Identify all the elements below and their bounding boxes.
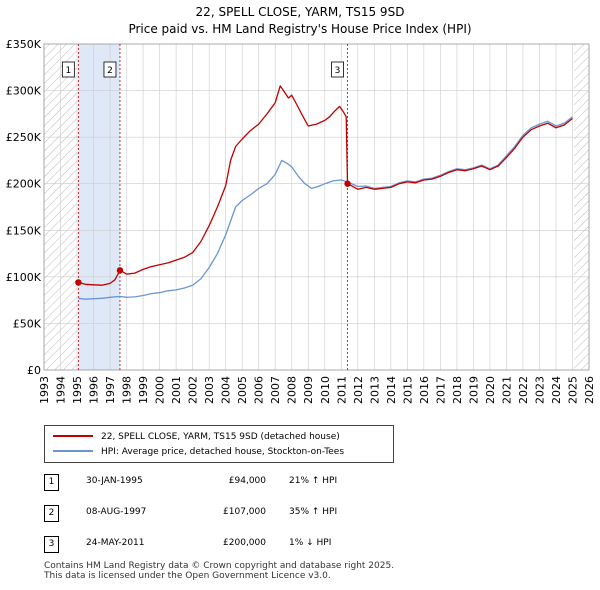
y-tick-label: £150K — [6, 224, 42, 237]
x-tick-label: 2024 — [550, 376, 563, 404]
x-tick-label: 2002 — [187, 376, 200, 404]
transaction-hpi-change: 1% ↓ HPI — [289, 538, 332, 548]
transaction-date: 24-MAY-2011 — [86, 538, 145, 548]
x-tick-label: 2004 — [220, 376, 233, 404]
property-line-swatch — [53, 434, 93, 437]
x-tick-label: 2021 — [500, 376, 513, 404]
hpi-line — [78, 116, 573, 300]
y-tick-label: £300K — [6, 85, 42, 98]
x-tick-label: 2011 — [335, 376, 348, 404]
y-tick-label: £250K — [6, 131, 42, 144]
property-price-line — [78, 85, 573, 286]
legend-property-label: 22, SPELL CLOSE, YARM, TS15 9SD (detache… — [101, 432, 340, 442]
y-tick-label: £100K — [6, 271, 42, 284]
transaction-number-badge: 1 — [44, 474, 59, 491]
title-address: 22, SPELL CLOSE, YARM, TS15 9SD — [195, 5, 405, 19]
hpi-line-swatch — [53, 449, 93, 452]
y-tick-label: £0 — [27, 364, 41, 377]
x-tick-label: 1999 — [137, 376, 150, 404]
chart-title: 22, SPELL CLOSE, YARM, TS15 9SD Price pa… — [0, 4, 600, 38]
x-tick-label: 2017 — [434, 376, 447, 404]
transaction-price: £94,000 — [228, 476, 266, 486]
sale-marker-label: 3 — [335, 66, 341, 76]
transaction-date: 30-JAN-1995 — [86, 476, 143, 486]
y-tick-label: £50K — [13, 317, 42, 330]
x-tick-label: 1995 — [71, 376, 84, 404]
x-tick-label: 2013 — [368, 376, 381, 404]
legend-item-property: 22, SPELL CLOSE, YARM, TS15 9SD (detache… — [53, 430, 340, 444]
price-chart: £0 £50K £100K £150K £200K £250K £300K £350K 1993… — [6, 38, 596, 404]
x-tick-label: 2014 — [385, 376, 398, 404]
y-tick-label: £350K — [6, 38, 42, 51]
title-subtitle: Price paid vs. HM Land Registry's House … — [128, 22, 472, 36]
footer-copyright: Contains HM Land Registry data © Crown c… — [44, 561, 395, 571]
sale-point — [75, 279, 82, 286]
x-tick-label: 2019 — [467, 376, 480, 404]
transaction-price: £200,000 — [223, 538, 266, 548]
x-tick-label: 2020 — [484, 376, 497, 404]
sale-marker-box — [103, 61, 117, 78]
x-tick-label: 2015 — [401, 376, 414, 404]
x-tick-label: 1994 — [55, 376, 68, 404]
x-tick-label: 1993 — [38, 376, 51, 404]
x-tick-label: 1996 — [88, 376, 101, 404]
sale-marker-box — [331, 61, 344, 78]
sale-point — [344, 180, 351, 187]
x-tick-label: 2023 — [533, 376, 546, 404]
x-tick-label: 2025 — [566, 376, 579, 404]
sale-marker-box — [61, 61, 75, 78]
chart-legend: 22, SPELL CLOSE, YARM, TS15 9SD (detache… — [44, 425, 394, 463]
sale-marker-label: 2 — [107, 66, 113, 76]
sale-marker-label: 1 — [65, 66, 71, 76]
y-tick-label: £200K — [6, 178, 42, 191]
x-tick-label: 2000 — [154, 376, 167, 404]
sale-point — [116, 267, 124, 274]
x-tick-label: 2009 — [302, 376, 315, 404]
x-tick-label: 2012 — [352, 376, 365, 404]
legend-hpi-label: HPI: Average price, detached house, Stoc… — [101, 447, 345, 457]
x-tick-label: 2003 — [203, 376, 216, 404]
transaction-date: 08-AUG-1997 — [86, 507, 147, 517]
x-tick-label: 1997 — [104, 376, 117, 404]
hatched-region-end — [574, 44, 589, 370]
x-tick-label: 2010 — [319, 376, 332, 404]
x-tick-label: 2008 — [286, 376, 299, 404]
transaction-hpi-change: 35% ↑ HPI — [289, 507, 338, 517]
x-tick-label: 2006 — [253, 376, 266, 404]
ownership-shade — [78, 44, 120, 370]
x-tick-label: 2007 — [269, 376, 282, 404]
x-tick-label: 2022 — [517, 376, 530, 404]
transaction-hpi-change: 21% ↑ HPI — [289, 476, 338, 486]
legend-item-hpi: HPI: Average price, detached house, Stoc… — [53, 445, 344, 459]
x-tick-label: 2016 — [418, 376, 431, 404]
x-tick-label: 2001 — [170, 376, 183, 404]
transaction-number-badge: 2 — [44, 505, 59, 522]
x-tick-label: 2026 — [583, 376, 596, 404]
x-tick-label: 2005 — [236, 376, 249, 404]
transaction-number-badge: 3 — [44, 536, 59, 553]
footer-attribution: Contains HM Land Registry data © Crown c… — [44, 561, 394, 581]
transaction-price: £107,000 — [223, 507, 266, 517]
footer-license: This data is licensed under the Open Gov… — [44, 571, 331, 581]
x-tick-label: 1998 — [121, 376, 134, 404]
x-tick-label: 2018 — [451, 376, 464, 404]
plot-frame — [43, 43, 590, 371]
